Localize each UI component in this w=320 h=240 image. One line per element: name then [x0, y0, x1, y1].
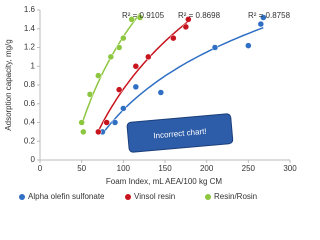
point: [211, 44, 219, 51]
point: [107, 53, 115, 61]
point: [128, 16, 135, 23]
x-tick-label: 200: [200, 164, 214, 173]
point: [95, 128, 102, 136]
trend-label: R² = 0.9105: [122, 11, 165, 20]
trend-line: [101, 26, 264, 135]
point: [103, 119, 110, 126]
legend-marker: [19, 194, 25, 200]
y-tick-label: 0: [31, 155, 36, 164]
point: [132, 83, 140, 91]
x-tick-label: 100: [117, 164, 131, 173]
trend-line: [97, 20, 189, 132]
y-tick-label: 0.8: [24, 80, 36, 89]
point: [245, 42, 252, 49]
legend-marker: [205, 194, 211, 200]
legend-label: Vinsol resin: [134, 192, 175, 201]
x-tick-label: 0: [38, 164, 43, 173]
point: [170, 34, 177, 42]
y-tick-label: 0.4: [24, 118, 36, 127]
point: [257, 20, 265, 28]
point: [111, 119, 119, 126]
x-axis-label: Foam Index, mL AEA/100 kg CM: [106, 177, 223, 186]
y-tick-label: 1: [31, 61, 36, 70]
x-tick-label: 50: [77, 164, 86, 173]
point: [182, 23, 190, 31]
point: [120, 34, 127, 42]
point: [86, 91, 94, 98]
chart: Adsorption capacity, mg/g Foam Index, mL…: [4, 5, 297, 201]
y-tick-label: 1.2: [24, 43, 36, 52]
y-tick-label: 0.6: [24, 99, 36, 108]
annotation-box: [126, 113, 234, 153]
annotation: Incorrect chart!: [126, 113, 234, 153]
point: [132, 63, 140, 70]
trend-label: R² = 0.8758: [248, 11, 291, 20]
y-tick-label: 0.2: [24, 136, 36, 145]
point: [78, 119, 85, 126]
x-tick-label: 300: [283, 164, 297, 173]
legend-label: Resin/Rosin: [214, 192, 257, 201]
page: {"chart_data": {"type": "scatter", "x_la…: [4, 5, 298, 202]
legend-marker: [125, 194, 131, 200]
point: [120, 105, 127, 112]
y-axis-label: Adsorption capacity, mg/g: [4, 39, 13, 130]
y-tick-label: 1.4: [24, 24, 36, 33]
point: [115, 86, 123, 93]
point: [185, 16, 192, 23]
x-tick-label: 150: [158, 164, 172, 173]
x-tick-label: 250: [242, 164, 256, 173]
point: [95, 72, 102, 79]
point: [115, 44, 123, 51]
point: [136, 14, 144, 21]
point: [157, 89, 165, 96]
y-tick-label: 1.6: [24, 5, 36, 14]
point: [260, 14, 267, 21]
point: [145, 53, 152, 61]
point: [80, 128, 87, 136]
trend-label: R² = 0.8698: [178, 11, 221, 20]
legend-label: Alpha olefin sulfonate: [28, 192, 105, 201]
